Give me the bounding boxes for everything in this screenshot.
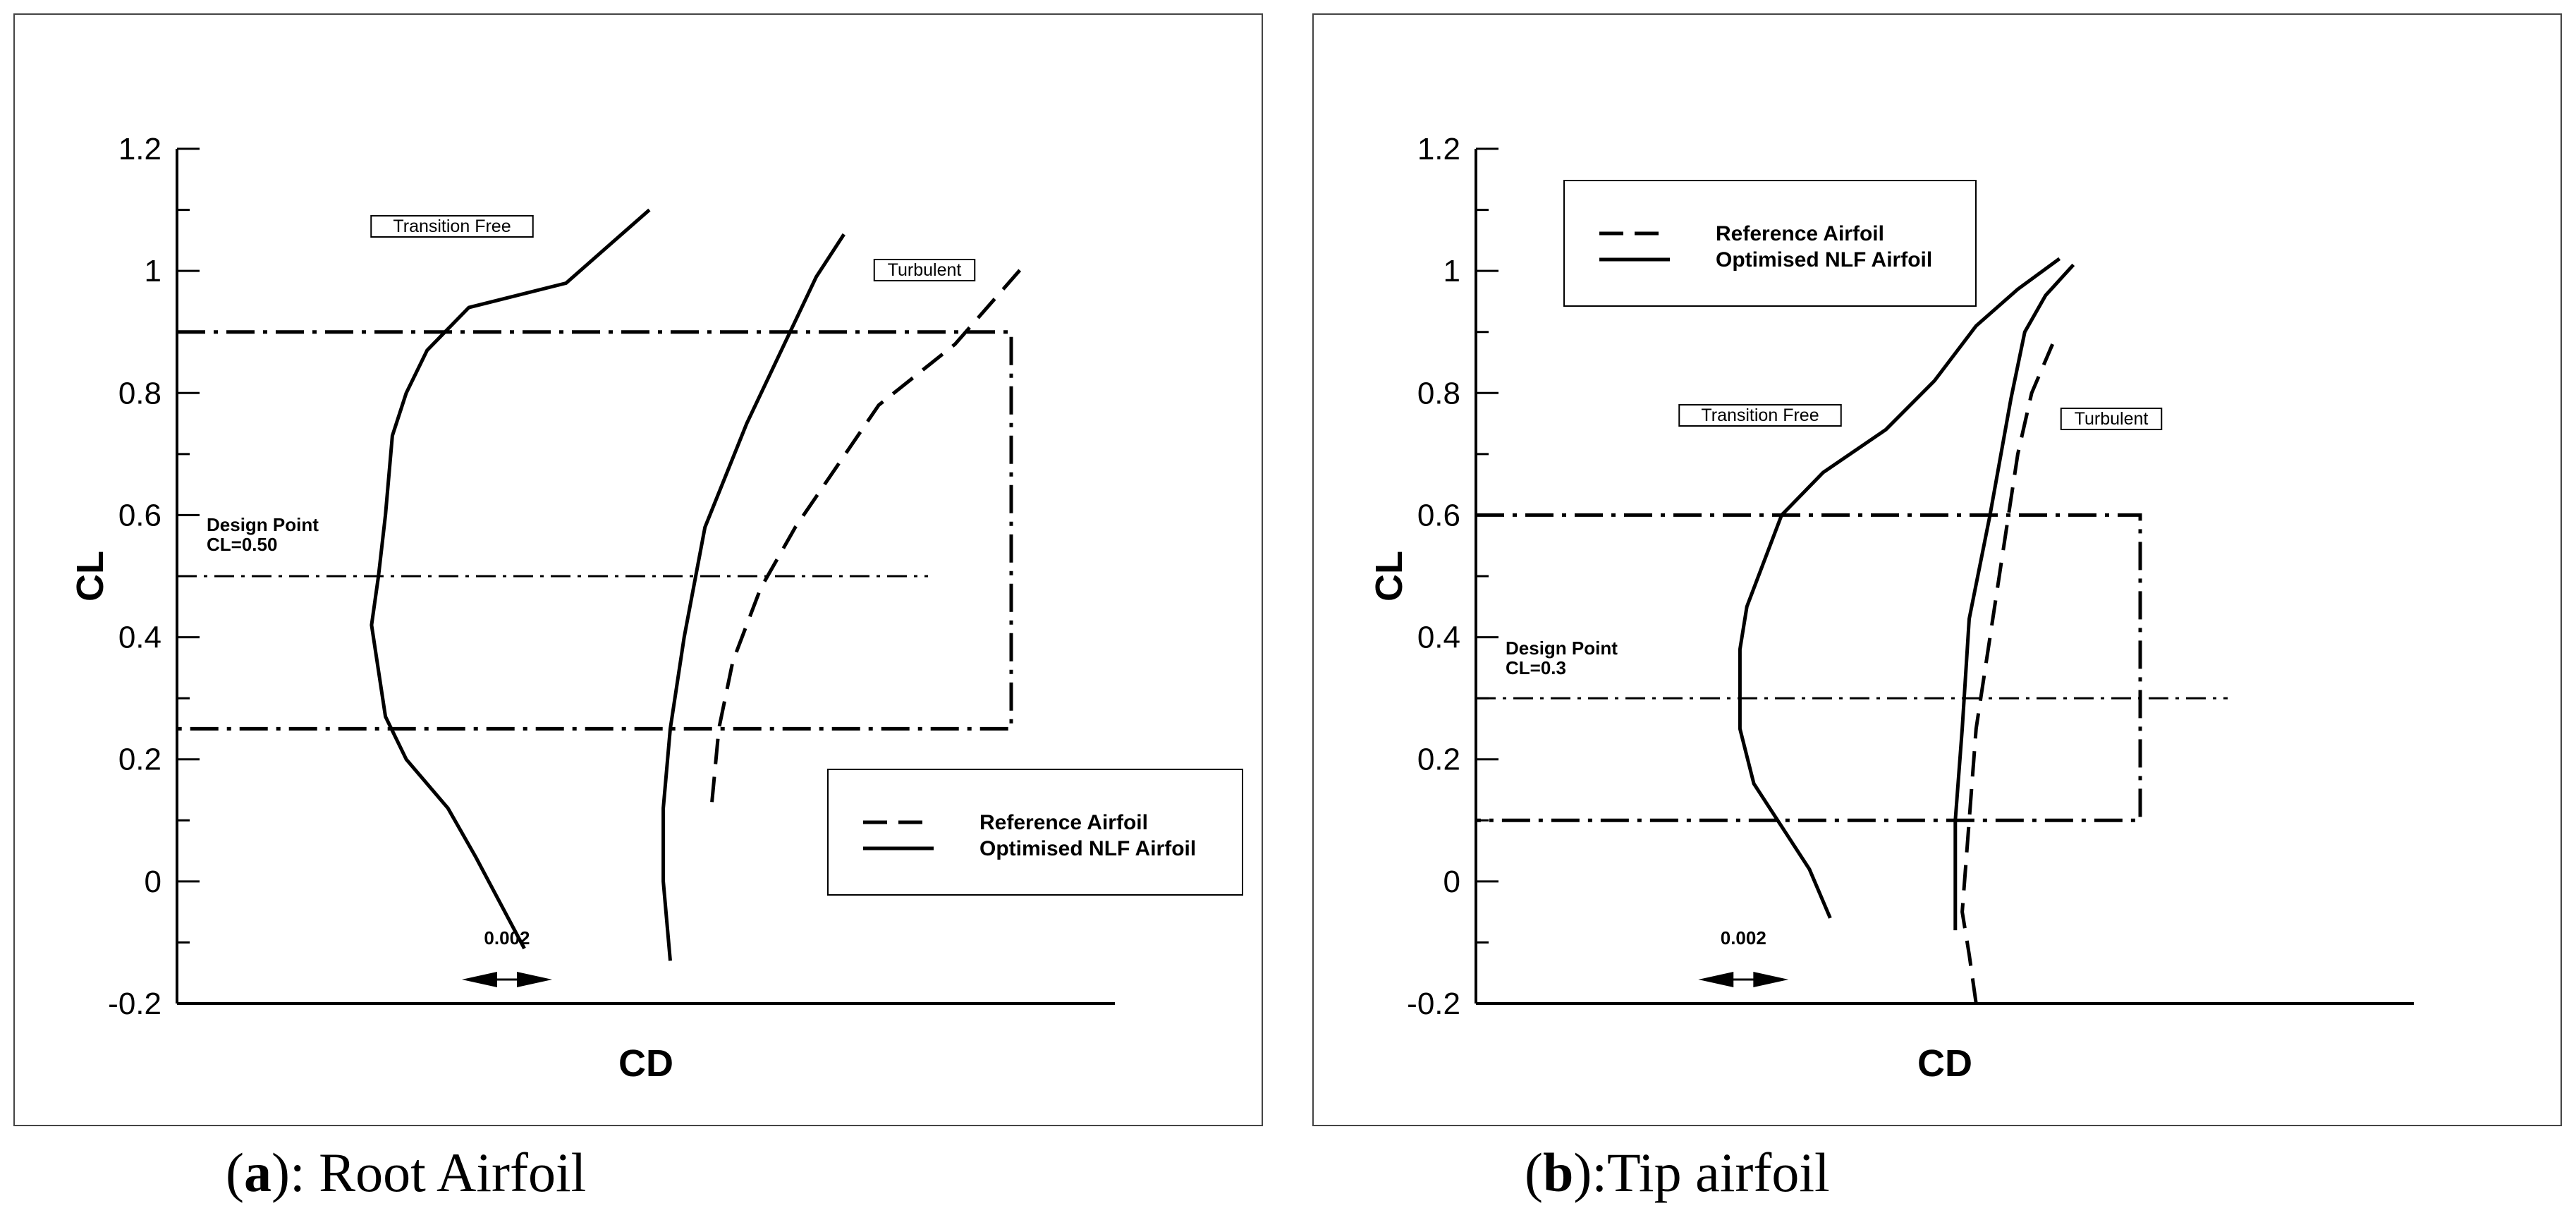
design-point-label: Design Point bbox=[1506, 638, 1618, 659]
scale-arrow-right-head bbox=[517, 972, 552, 987]
y-tick-label: 0 bbox=[1443, 865, 1460, 899]
optimised-nlf-airfoil-turbulent-line bbox=[1953, 263, 2075, 931]
turbulent-label: Turbulent bbox=[2060, 408, 2163, 430]
y-tick-label: 1 bbox=[1443, 254, 1460, 288]
legend-optimised-label: Optimised NLF Airfoil bbox=[1716, 248, 1932, 272]
scale-arrow-left-head bbox=[461, 972, 497, 987]
x-axis-label: CD bbox=[618, 1042, 673, 1085]
y-tick-label: 0.6 bbox=[118, 498, 161, 532]
y-tick-label: -0.2 bbox=[108, 987, 161, 1021]
transition-free-label-box bbox=[370, 215, 534, 238]
reference-airfoil-turbulent-line bbox=[710, 263, 1026, 803]
optimised-nlf-airfoil-turbulent-line bbox=[661, 233, 846, 961]
y-tick-label: 0.6 bbox=[1417, 498, 1460, 532]
scale-arrow-right-head bbox=[1753, 972, 1789, 987]
optimised-nlf-airfoil-transition-free-line bbox=[1738, 257, 2061, 919]
transition-free-label-text: Transition Free bbox=[1701, 405, 1819, 425]
caption-tip-airfoil: (b):Tip airfoil bbox=[1525, 1142, 1830, 1203]
y-tick-label: 1 bbox=[145, 254, 161, 288]
turbulent-label-box bbox=[873, 259, 976, 281]
caption-letter: a bbox=[243, 1142, 271, 1203]
transition-free-label: Transition Free bbox=[1678, 404, 1842, 427]
y-tick-label: 0.4 bbox=[1417, 621, 1460, 655]
y-axis-label: CL bbox=[1368, 551, 1410, 602]
y-tick-label: 0 bbox=[145, 865, 161, 899]
design-range-box bbox=[177, 330, 1013, 731]
legend: Reference Airfoil Optimised NLF Airfoil bbox=[827, 769, 1243, 896]
turbulent-label-text: Turbulent bbox=[888, 260, 962, 280]
scale-arrow-label: 0.002 bbox=[1721, 927, 1766, 949]
y-axis-label: CL bbox=[69, 551, 111, 602]
y-tick-label: -0.2 bbox=[1407, 987, 1460, 1021]
chart-tip-airfoil: -0.2 0 0.2 0.4 0.6 0.8 1 1.2 CL CD Design PointCL=… bbox=[1368, 132, 2414, 1085]
chart-root-airfoil: -0.2 0 0.2 0.4 0.6 0.8 1 1.2 CL CD Design PointCL=… bbox=[69, 132, 1243, 1085]
scale-arrow-label: 0.002 bbox=[484, 927, 530, 949]
y-tick-label: 0.2 bbox=[118, 743, 161, 777]
panel-tip-airfoil: -0.2 0 0.2 0.4 0.6 0.8 1 1.2 CL CD Design Point CL=… bbox=[1312, 13, 2562, 1126]
design-cl-label: CL=0.50 bbox=[207, 534, 277, 555]
x-axis-label: CD bbox=[1917, 1042, 1972, 1085]
legend-reference-label: Reference Airfoil bbox=[979, 811, 1148, 834]
legend-reference-label: Reference Airfoil bbox=[1716, 222, 1884, 245]
caption-text: ): Root Airfoil bbox=[271, 1142, 587, 1203]
panel-root-airfoil: -0.2 0 0.2 0.4 0.6 0.8 1 1.2 CL CD Design Point CL=… bbox=[13, 13, 1263, 1126]
caption-letter: b bbox=[1542, 1142, 1574, 1203]
y-tick-label: 1.2 bbox=[118, 132, 161, 166]
optimised-nlf-airfoil-transition-free-line bbox=[370, 208, 651, 950]
design-range-box bbox=[1476, 513, 2142, 822]
design-cl-label: CL=0.3 bbox=[1506, 657, 1566, 678]
y-tick-label: 0.8 bbox=[1417, 376, 1460, 410]
transition-free-label-text: Transition Free bbox=[393, 216, 511, 236]
caption-root-airfoil: (a): Root Airfoil bbox=[226, 1142, 587, 1203]
transition-free-label-box bbox=[1678, 404, 1842, 427]
turbulent-label-box bbox=[2060, 408, 2163, 430]
legend: Reference Airfoil Optimised NLF Airfoil bbox=[1563, 180, 1977, 307]
scale-arrow-left-head bbox=[1698, 972, 1734, 987]
y-tick-label: 0.2 bbox=[1417, 743, 1460, 777]
legend-box bbox=[827, 769, 1243, 896]
caption-text: ):Tip airfoil bbox=[1573, 1142, 1830, 1203]
y-tick-label: 0.4 bbox=[118, 621, 161, 655]
transition-free-label: Transition Free bbox=[370, 215, 534, 238]
design-point-label: Design Point bbox=[207, 514, 319, 535]
legend-box bbox=[1563, 180, 1977, 307]
turbulent-label-text: Turbulent bbox=[2075, 409, 2149, 429]
turbulent-label: Turbulent bbox=[873, 259, 976, 281]
legend-optimised-label: Optimised NLF Airfoil bbox=[979, 837, 1196, 860]
y-tick-label: 1.2 bbox=[1417, 132, 1460, 166]
y-tick-label: 0.8 bbox=[118, 376, 161, 410]
reference-airfoil-turbulent-line bbox=[1960, 343, 2054, 1004]
